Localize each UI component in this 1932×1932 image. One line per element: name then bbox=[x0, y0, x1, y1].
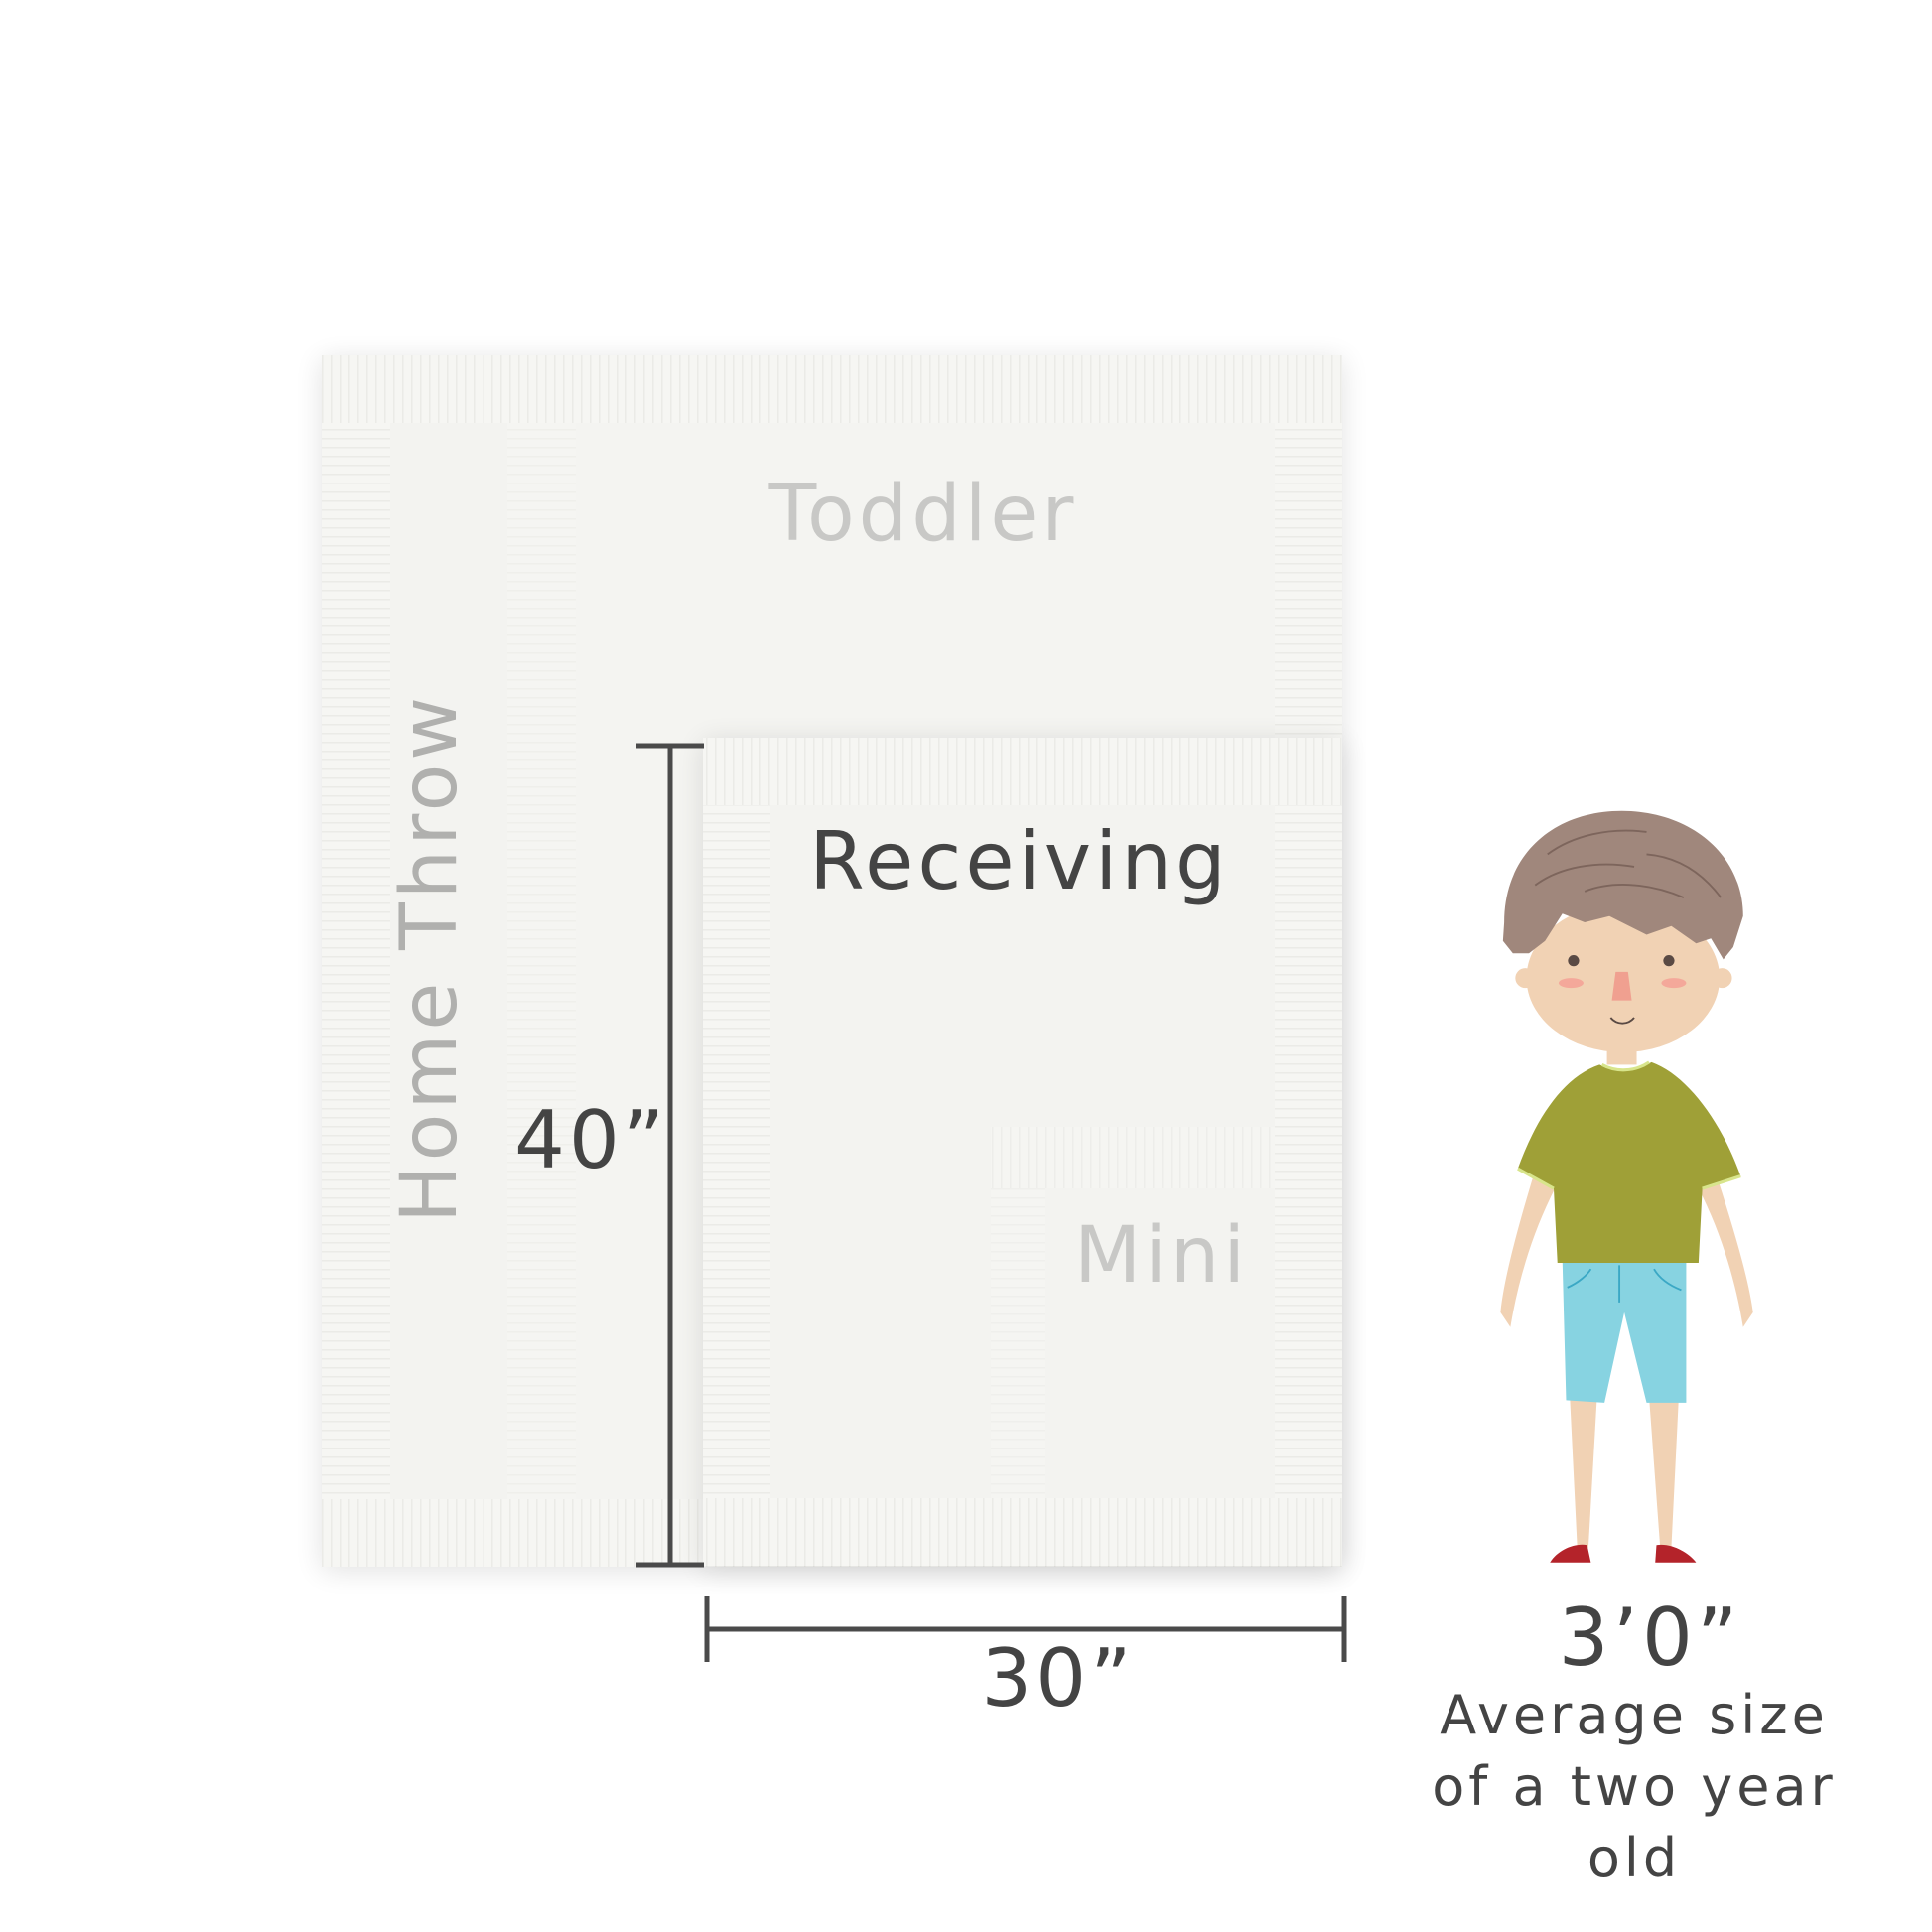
child-illustration bbox=[1500, 810, 1753, 1563]
toddler-label: Toddler bbox=[768, 470, 1078, 559]
height-dimension-label: 40” bbox=[514, 1094, 668, 1186]
right-shoe bbox=[1655, 1544, 1697, 1563]
nose bbox=[1611, 971, 1632, 1001]
left-eye bbox=[1568, 955, 1580, 967]
width-dimension-label: 30” bbox=[981, 1632, 1135, 1725]
left-arm bbox=[1500, 1170, 1556, 1327]
shorts bbox=[1562, 1260, 1687, 1403]
receiving-label: Receiving bbox=[809, 815, 1230, 907]
shirt bbox=[1517, 1061, 1741, 1263]
height-dimension-line bbox=[636, 743, 704, 1568]
right-eye bbox=[1663, 955, 1675, 967]
mini-label: Mini bbox=[1074, 1211, 1249, 1301]
left-shoe bbox=[1550, 1544, 1591, 1563]
width-dimension-line bbox=[704, 1596, 1347, 1662]
child-caption-line-1: Average size bbox=[1440, 1684, 1829, 1746]
child-caption-line-3: old bbox=[1587, 1827, 1681, 1889]
mini-blanket bbox=[991, 1127, 1275, 1498]
home-throw-label: Home Throw bbox=[385, 693, 475, 1223]
child-caption-line-2: of a two year bbox=[1432, 1755, 1836, 1818]
right-arm bbox=[1698, 1170, 1753, 1327]
smile bbox=[1609, 1017, 1635, 1025]
right-leg bbox=[1649, 1396, 1679, 1548]
child-height-label: 3’0” bbox=[1559, 1591, 1742, 1684]
left-leg bbox=[1570, 1396, 1597, 1548]
